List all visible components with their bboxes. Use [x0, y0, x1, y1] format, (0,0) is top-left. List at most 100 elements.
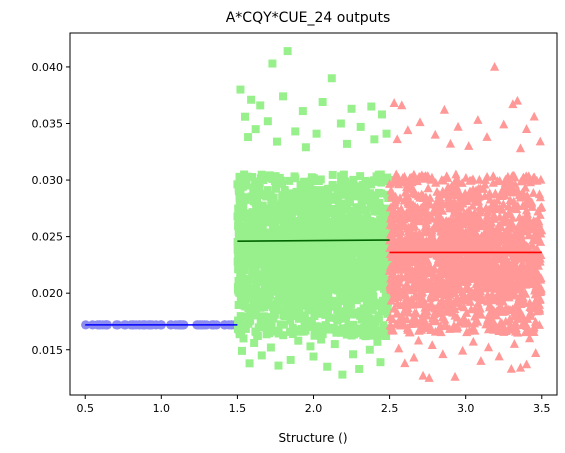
data-point — [436, 175, 446, 185]
data-point — [365, 284, 374, 293]
data-point — [316, 248, 325, 257]
data-point — [239, 334, 248, 343]
data-point — [474, 221, 484, 231]
data-point — [506, 363, 516, 373]
data-point — [297, 209, 306, 218]
data-point — [390, 251, 400, 261]
data-point — [380, 177, 389, 186]
data-point — [441, 264, 451, 274]
series-2-points — [233, 47, 394, 379]
data-point — [417, 170, 427, 180]
data-point — [282, 191, 291, 200]
data-point — [372, 232, 381, 241]
data-point — [415, 231, 425, 241]
data-point — [433, 222, 443, 232]
data-point — [401, 281, 411, 290]
data-point — [234, 251, 243, 260]
data-point — [236, 292, 245, 301]
data-point — [315, 228, 324, 237]
data-point — [274, 361, 283, 370]
data-point — [423, 183, 433, 193]
data-point — [434, 189, 444, 199]
data-point — [421, 236, 431, 245]
data-point — [436, 278, 446, 288]
data-point — [320, 244, 329, 253]
data-point — [453, 322, 463, 332]
data-point — [535, 237, 546, 246]
data-point — [381, 219, 390, 228]
data-point — [403, 209, 413, 218]
series-1-points — [81, 320, 239, 330]
data-point — [377, 110, 386, 119]
data-point — [499, 214, 510, 224]
data-point — [315, 264, 324, 273]
data-point — [342, 247, 351, 256]
data-point — [525, 333, 535, 343]
data-point — [420, 310, 431, 320]
data-point — [509, 196, 519, 206]
data-point — [329, 228, 338, 237]
data-point — [385, 249, 396, 258]
data-point — [325, 298, 334, 307]
data-point — [492, 252, 502, 261]
data-point — [406, 294, 417, 304]
data-point — [260, 244, 269, 253]
data-point — [341, 279, 350, 288]
data-point — [269, 210, 278, 219]
data-point — [264, 274, 273, 283]
data-point — [487, 289, 497, 299]
data-point — [369, 201, 378, 210]
data-point — [505, 320, 516, 330]
data-point — [458, 345, 468, 355]
y-tick-label: 0.015 — [32, 344, 64, 357]
data-point — [354, 212, 363, 221]
data-point — [507, 171, 517, 180]
data-point — [403, 303, 413, 313]
data-point — [284, 287, 293, 296]
data-point — [395, 277, 405, 287]
data-point — [514, 242, 525, 252]
data-point — [263, 293, 272, 302]
x-tick-label: 0.5 — [76, 402, 94, 415]
data-point — [236, 179, 245, 188]
data-point — [356, 172, 365, 181]
data-point — [304, 194, 313, 203]
data-point — [354, 324, 363, 333]
data-point — [272, 244, 281, 253]
data-point — [458, 239, 468, 249]
data-point — [292, 308, 301, 317]
data-point — [438, 349, 448, 359]
data-point — [501, 326, 511, 335]
data-point — [381, 283, 390, 292]
data-point — [492, 306, 502, 316]
data-point — [421, 254, 432, 263]
data-point — [486, 310, 496, 320]
data-point — [242, 222, 251, 231]
data-point — [405, 327, 415, 337]
data-point — [343, 213, 352, 222]
data-point — [402, 260, 412, 270]
y-axis: 0.015 0.020 0.025 0.030 0.035 0.040 — [32, 61, 70, 357]
data-point — [323, 362, 332, 371]
data-point — [329, 260, 338, 269]
data-point — [370, 193, 379, 202]
data-point — [279, 320, 288, 329]
data-point — [467, 261, 477, 271]
data-point — [245, 359, 254, 368]
data-point — [435, 284, 445, 294]
data-point — [387, 325, 397, 335]
data-point — [234, 285, 243, 294]
data-point — [257, 217, 266, 226]
data-point — [301, 143, 310, 152]
data-point — [505, 229, 515, 239]
data-point — [300, 243, 309, 252]
data-point — [310, 331, 319, 340]
data-point — [390, 200, 401, 210]
data-point — [516, 281, 527, 290]
data-point — [475, 303, 485, 313]
data-point — [353, 275, 362, 284]
data-point — [358, 180, 367, 189]
data-point — [285, 248, 294, 257]
data-point — [357, 264, 366, 273]
data-point — [251, 276, 260, 285]
